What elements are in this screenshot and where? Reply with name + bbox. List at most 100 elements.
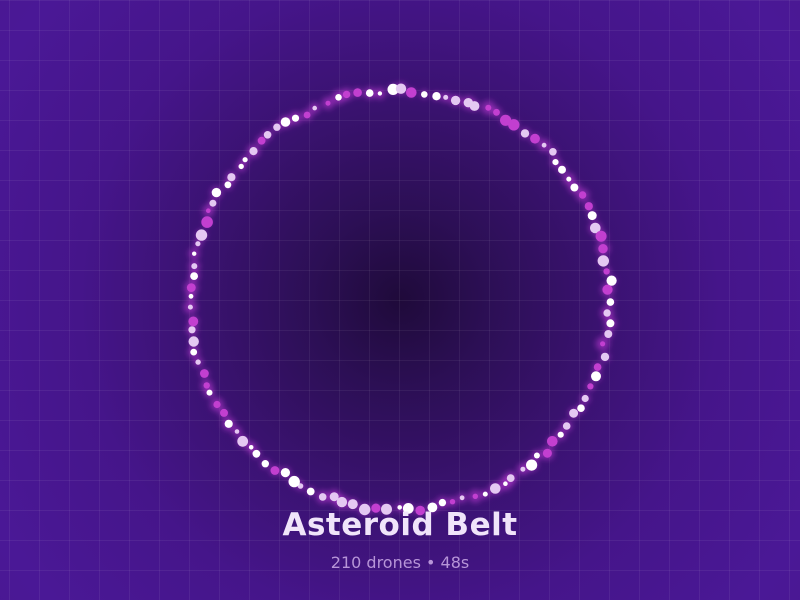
drone-dot <box>280 117 291 127</box>
drone-dot <box>191 263 198 270</box>
drone-dot <box>415 505 426 516</box>
drone-dot <box>242 157 248 163</box>
drone-dot <box>347 499 358 510</box>
drone-dot <box>213 400 221 409</box>
drone-dot <box>187 304 193 310</box>
drone-dot <box>606 298 615 306</box>
drone-dot <box>190 272 199 280</box>
drone-dot <box>552 159 559 166</box>
drone-dot <box>371 503 381 513</box>
drone-dot <box>406 87 417 98</box>
drone-dot <box>227 173 236 182</box>
drone-dot <box>593 363 602 371</box>
drone-dot <box>520 466 526 472</box>
drone-dot <box>603 268 610 275</box>
drone-dot <box>503 481 508 487</box>
drone-dot <box>438 498 447 507</box>
drone-dot <box>257 136 266 145</box>
drone-dot <box>273 123 281 131</box>
drone-dot <box>402 503 414 514</box>
drone-dot <box>329 492 339 502</box>
drone-dot <box>600 341 606 347</box>
drone-dot <box>188 293 194 299</box>
drone-dot <box>186 283 196 292</box>
drone-dot <box>318 493 327 501</box>
drone-dot <box>188 326 196 334</box>
drone-dot <box>359 503 371 516</box>
drone-dot <box>587 211 597 221</box>
drone-dot <box>485 104 492 111</box>
drone-dot <box>224 419 233 428</box>
drone-dot <box>549 148 557 156</box>
drone-dot <box>569 408 579 418</box>
drone-dot <box>459 495 465 501</box>
drone-dot <box>190 348 198 356</box>
drone-dot <box>591 371 601 382</box>
drone-dot <box>303 111 311 119</box>
drone-dot <box>209 199 217 207</box>
drone-dot <box>288 475 300 488</box>
drone-dot <box>595 230 607 242</box>
drone-dot <box>533 452 540 459</box>
drone-dot <box>365 89 374 97</box>
drone-dot <box>493 108 500 116</box>
drone-dot <box>377 91 383 96</box>
drone-dot <box>387 83 399 95</box>
drone-dot <box>598 244 608 254</box>
drone-dot <box>220 408 228 417</box>
drone-dot <box>263 131 272 139</box>
drone-dot <box>443 94 449 100</box>
drone-dot <box>237 435 249 447</box>
drone-dot <box>547 436 558 447</box>
drone-dot <box>306 487 315 496</box>
formation-title: Asteroid Belt <box>282 507 518 543</box>
drone-dot <box>397 505 403 510</box>
drone-dot <box>602 284 613 295</box>
drone-dot <box>490 483 501 494</box>
drone-dot <box>520 129 530 138</box>
drone-dot <box>261 460 269 468</box>
drone-dot <box>558 165 566 174</box>
drone-dot <box>336 496 348 508</box>
drone-dot <box>188 316 199 327</box>
drone-dot <box>188 336 199 347</box>
drone-dot <box>211 187 222 198</box>
formation-stats: 210 drones • 48s <box>330 553 470 572</box>
drone-dot <box>577 404 585 413</box>
drone-dot <box>562 422 571 430</box>
drone-dot <box>224 181 232 189</box>
drone-dot <box>234 429 240 434</box>
drone-dot <box>206 208 211 213</box>
drone-dot <box>469 101 480 111</box>
drone-dot <box>335 94 342 101</box>
drone-dot <box>432 92 441 101</box>
drone-dot <box>195 359 201 365</box>
drone-dot <box>587 383 594 390</box>
drone-dot <box>506 474 515 482</box>
drone-dot <box>604 330 613 338</box>
drone-dot <box>584 202 593 211</box>
drone-dot <box>526 459 538 471</box>
drone-dot <box>581 394 589 403</box>
drone-dot <box>508 119 520 131</box>
drone-dot <box>248 445 254 450</box>
drone-dot <box>472 493 478 499</box>
drone-dot <box>195 229 208 241</box>
drone-dot <box>578 191 587 199</box>
drone-dot <box>449 499 456 505</box>
drone-dot <box>566 176 572 182</box>
drone-dot <box>252 449 261 458</box>
drone-dot <box>192 251 197 256</box>
drone-dot <box>280 468 290 478</box>
drone-dot <box>203 382 210 389</box>
drone-dot <box>542 448 552 458</box>
drone-dot <box>353 88 362 97</box>
drone-dot <box>590 222 601 234</box>
drone-dot <box>603 309 611 317</box>
drone-dot <box>270 466 280 475</box>
drone-dot <box>238 163 244 170</box>
drone-dot <box>195 241 201 247</box>
